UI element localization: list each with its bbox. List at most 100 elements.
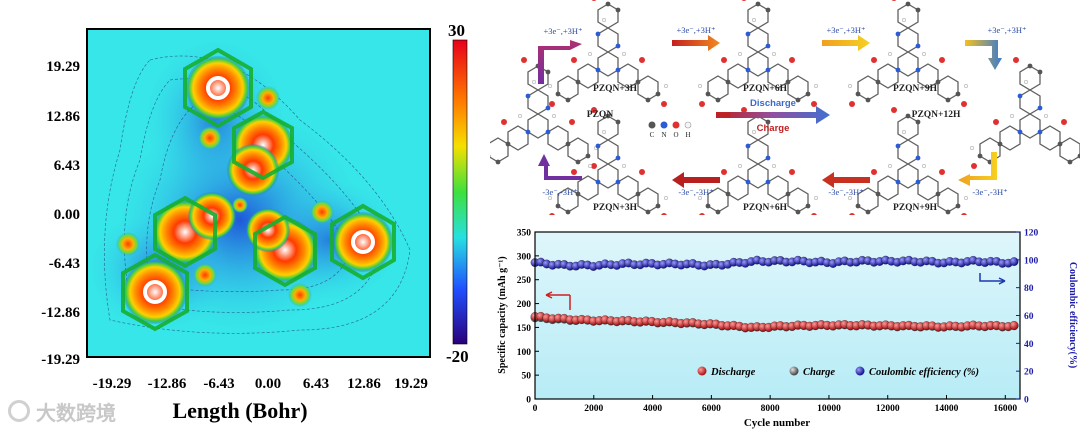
map-x-tick: -12.86 <box>148 376 187 392</box>
map-ring-outlines <box>121 47 396 332</box>
arrow-bottom-right <box>958 152 997 186</box>
atom-h-label: H <box>685 131 690 139</box>
molecule-bottom-3 <box>847 106 969 220</box>
watermark: 大数跨境 <box>8 396 138 426</box>
map-x-ticks: -19.29 -12.86 -6.43 0.00 6.43 12.86 19.2… <box>93 376 428 392</box>
molecule-end <box>969 56 1080 170</box>
arrow-top-1 <box>672 35 720 51</box>
chart-axes: 0 2000 4000 6000 8000 10000 12000 14000 16000050… <box>517 229 1039 415</box>
arrow-left-up <box>538 40 582 84</box>
atom-o-label: O <box>673 131 678 139</box>
atom-n-dot <box>660 121 668 129</box>
chart-marks <box>530 255 1019 333</box>
reaction-end: +3e⁻,+3H⁺ <box>987 25 1026 35</box>
y2-tick-label: 80 <box>1024 284 1034 294</box>
scheme-label-end: PZQN+12H <box>912 110 961 120</box>
map-y-tick: -6.43 <box>49 256 80 272</box>
ce-axis-arrow <box>979 273 1006 285</box>
reaction-bottom-2: -3e⁻,-3H⁺ <box>828 187 863 197</box>
atom-n-label: N <box>661 131 666 139</box>
small-hotspot <box>256 86 280 110</box>
y-tick-label: 200 <box>517 300 532 310</box>
small-hotspot <box>288 283 312 307</box>
ring-hotspot <box>246 208 290 252</box>
map-x-tick: 12.86 <box>347 376 381 392</box>
y-axis-label: Specific capacity (mAh g⁻¹) <box>497 256 508 373</box>
y-tick-label: 50 <box>522 372 532 382</box>
map-y-tick: 6.43 <box>54 158 80 174</box>
y-tick-label: 300 <box>517 252 532 262</box>
scheme-label-bottom-2: PZQN+6H <box>743 203 788 213</box>
reaction-top-1: +3e⁻,+3H⁺ <box>676 25 715 35</box>
map-x-tick: 0.00 <box>255 376 281 392</box>
legend-marker-ce <box>855 366 865 376</box>
y2-axis-label: Coulombic efficiency(%) <box>1067 262 1078 368</box>
map-x-tick: -6.43 <box>203 376 234 392</box>
y2-tick-label: 60 <box>1024 312 1034 322</box>
colorbar-min: -20 <box>446 347 469 366</box>
map-x-tick: 6.43 <box>303 376 329 392</box>
data-point-discharge <box>1009 320 1019 330</box>
cycling-chart-svg: 0 2000 4000 6000 8000 10000 12000 14000 16000050… <box>497 229 1078 430</box>
x-tick-label: 2000 <box>584 404 603 414</box>
reaction-top-2: +3e⁻,+3H⁺ <box>826 25 865 35</box>
map-y-tick: 12.86 <box>46 109 80 125</box>
y2-tick-label: 40 <box>1024 340 1034 350</box>
atom-legend: C N O H <box>648 121 692 139</box>
ring-hotspot <box>188 192 236 240</box>
x-tick-label: 4000 <box>643 404 662 414</box>
small-hotspot <box>198 126 222 150</box>
x-tick-label: 12000 <box>876 404 900 414</box>
y2-tick-label: 100 <box>1024 256 1039 266</box>
x-tick-label: 6000 <box>702 404 721 414</box>
arrow-bottom-1 <box>672 172 720 188</box>
y-tick-label: 0 <box>526 396 531 406</box>
y2-tick-label: 120 <box>1024 229 1039 239</box>
atom-o-dot <box>672 121 680 129</box>
watermark-logo-icon <box>8 400 30 422</box>
reaction-start: +3e⁻,+3H⁺ <box>543 26 582 36</box>
y2-tick-label: 0 <box>1024 396 1029 406</box>
scheme-label-bottom-1: PZQN+3H <box>593 203 638 213</box>
esp-map-svg: 19.29 12.86 6.43 0.00 -6.43 -12.86 -19.2… <box>41 21 469 423</box>
reaction-right-down: -3e⁻,-3H⁺ <box>972 187 1007 197</box>
y-tick-label: 100 <box>517 348 532 358</box>
ring-hotspot <box>123 260 187 324</box>
legend-discharge: Discharge <box>710 367 756 378</box>
colorbar-max: 30 <box>448 21 465 40</box>
legend-marker-charge <box>789 366 799 376</box>
atom-c-dot <box>648 121 656 129</box>
y-tick-label: 350 <box>517 229 532 239</box>
small-hotspot <box>310 200 334 224</box>
scheme-label-top-1: PZQN+3H <box>593 84 638 94</box>
scheme-label-start: PZQN <box>587 110 614 120</box>
map-y-tick: -12.86 <box>41 305 80 321</box>
map-hotspots <box>116 56 393 324</box>
chart-legend: Discharge Charge Coulombic efficiency (%… <box>697 366 979 378</box>
ring-hotspot <box>227 144 279 196</box>
ring-hotspot <box>186 56 250 120</box>
y2-tick-label: 20 <box>1024 368 1034 378</box>
discharge-label: Discharge <box>750 98 796 109</box>
small-hotspot <box>232 197 248 213</box>
scheme-label-top-2: PZQN+6H <box>743 84 788 94</box>
esp-map-panel: 19.29 12.86 6.43 0.00 -6.43 -12.86 -19.2… <box>0 0 490 432</box>
cycling-chart-panel: 0 2000 4000 6000 8000 10000 12000 14000 16000 0 50… <box>490 215 1080 432</box>
map-y-tick: -19.29 <box>41 352 80 368</box>
reaction-scheme-panel: PZQN+3H PZQN+6H PZQN+9H PZQN PZQN+12H PZ… <box>477 0 1080 220</box>
arrow-top-2 <box>822 35 870 51</box>
legend-ce: Coulombic efficiency (%) <box>869 367 979 378</box>
charge-arrowhead <box>716 112 730 118</box>
map-y-tick: 19.29 <box>46 59 80 75</box>
map-ring-centers <box>143 76 375 304</box>
reaction-scheme-svg: PZQN+3H PZQN+6H PZQN+9H PZQN PZQN+12H PZ… <box>477 0 1080 220</box>
x-tick-label: 10000 <box>817 404 841 414</box>
arrow-bottom-left <box>538 154 582 180</box>
charge-label: Charge <box>757 123 790 134</box>
arrow-bottom-2 <box>822 172 870 188</box>
reaction-bottom-1: -3e⁻,-3H⁺ <box>678 187 713 197</box>
discharge-arrow <box>716 106 830 124</box>
y-tick-label: 250 <box>517 276 532 286</box>
atom-h-dot <box>684 121 692 129</box>
small-hotspot <box>193 263 217 287</box>
